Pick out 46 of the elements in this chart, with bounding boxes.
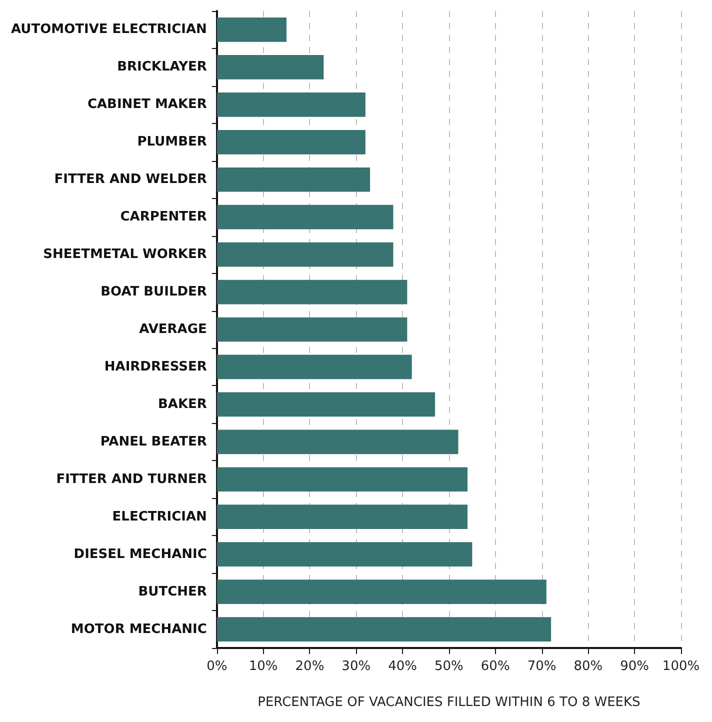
y-tick-label: ELECTRICIAN xyxy=(112,509,207,524)
x-tick-label: 0% xyxy=(206,659,228,674)
bar xyxy=(216,542,472,566)
bar xyxy=(216,242,394,267)
y-tick-label: CARPENTER xyxy=(120,210,207,225)
bar xyxy=(216,617,552,642)
bar xyxy=(216,317,408,342)
x-tick-label: 20% xyxy=(295,659,324,674)
y-tick-label: BAKER xyxy=(158,396,207,412)
x-tick-label: 90% xyxy=(620,659,650,674)
bar xyxy=(216,467,468,492)
y-tick-label: PLUMBER xyxy=(137,134,207,150)
y-tick-label: FITTER AND WELDER xyxy=(54,172,207,188)
x-tick-label: 40% xyxy=(388,659,417,674)
bar xyxy=(216,392,436,417)
y-tick-label: BRICKLAYER xyxy=(117,60,207,75)
y-tick-label: AVERAGE xyxy=(139,322,207,337)
x-tick-label: 100% xyxy=(662,659,700,674)
x-tick-label: 60% xyxy=(480,659,510,674)
y-tick-label: PANEL BEATER xyxy=(100,434,207,450)
y-tick-label: HAIRDRESSER xyxy=(104,359,207,374)
y-tick-label: BUTCHER xyxy=(138,584,207,600)
y-tick-label: DIESEL MECHANIC xyxy=(74,546,207,562)
x-tick-label: 10% xyxy=(248,659,278,674)
bar xyxy=(216,504,468,530)
y-tick-label: MOTOR MECHANIC xyxy=(70,622,207,637)
bar xyxy=(216,354,412,380)
y-tick-label: CABINET MAKER xyxy=(87,97,207,112)
y-tick-label: SHEETMETAL WORKER xyxy=(43,247,207,262)
x-tick-label: 80% xyxy=(574,659,603,674)
bar xyxy=(216,167,370,192)
bar xyxy=(216,580,546,604)
y-tick-label: AUTOMOTIVE ELECTRICIAN xyxy=(10,22,207,38)
bar xyxy=(216,18,287,42)
y-tick-label: FITTER AND TURNER xyxy=(56,472,207,487)
bar xyxy=(216,430,458,454)
x-tick-label: 70% xyxy=(527,659,556,674)
bar xyxy=(216,204,394,230)
bar xyxy=(216,280,408,304)
bar xyxy=(216,130,366,154)
bar xyxy=(216,55,324,80)
x-axis-title: PERCENTAGE OF VACANCIES FILLED WITHIN 6 TO 8 WEEKS xyxy=(258,695,640,710)
bar xyxy=(216,92,366,117)
x-tick-label: 50% xyxy=(434,659,464,674)
x-tick-label: 30% xyxy=(342,659,371,674)
y-tick-label: BOAT BUILDER xyxy=(100,284,207,300)
